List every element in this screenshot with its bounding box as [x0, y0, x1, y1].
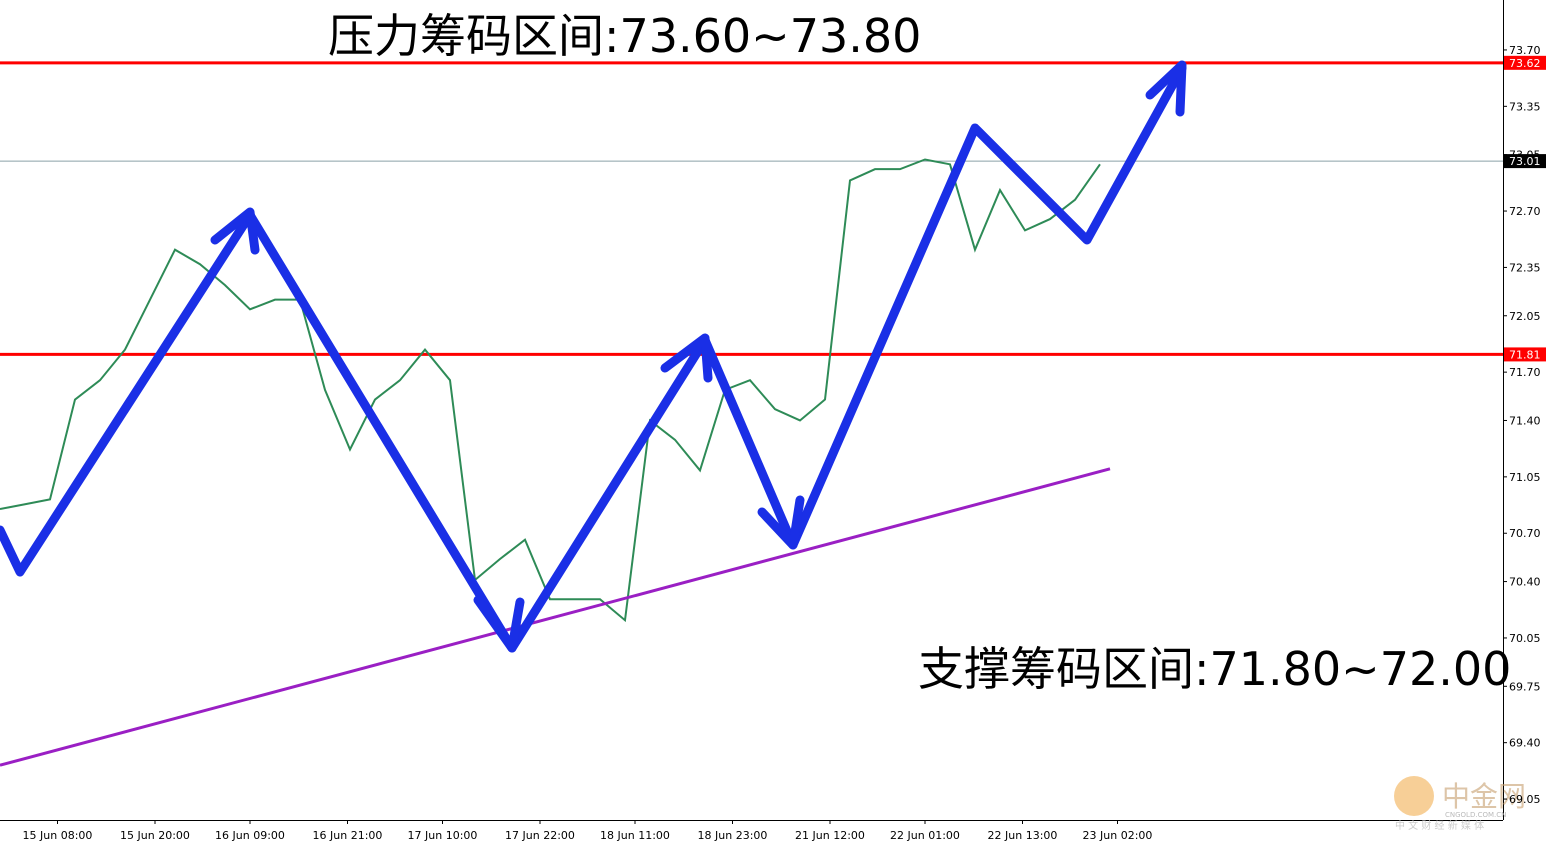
plot	[0, 61, 1503, 767]
level-label: 73.01	[1509, 155, 1541, 168]
arrow-path	[0, 63, 1187, 653]
y-tick-label: 72.35	[1509, 261, 1541, 274]
x-tick-label: 15 Jun 20:00	[120, 829, 190, 842]
x-tick-label: 18 Jun 23:00	[698, 829, 768, 842]
y-tick-label: 69.40	[1509, 737, 1541, 750]
resistance-annotation: 压力筹码区间:73.60~73.80	[328, 9, 921, 63]
level-label: 71.81	[1509, 348, 1541, 361]
price-line	[0, 158, 1101, 623]
watermark: 中 文 财 经 新 媒 体	[1395, 819, 1484, 832]
level-label: 73.62	[1509, 57, 1541, 70]
watermark: CNGOLD.COM.CN	[1445, 811, 1506, 819]
y-tick-label: 70.40	[1509, 576, 1541, 589]
x-tick-label: 22 Jun 13:00	[988, 829, 1058, 842]
arrow-head	[660, 333, 713, 383]
trend-arrows	[0, 60, 1187, 653]
y-tick-label: 71.70	[1509, 366, 1541, 379]
x-tick-label: 15 Jun 08:00	[23, 829, 93, 842]
arrow-head	[210, 207, 260, 255]
support-annotation: 支撑筹码区间:71.80~72.00	[918, 642, 1511, 696]
watermark-logo	[1394, 776, 1434, 816]
y-tick-label: 73.70	[1509, 44, 1541, 57]
arrow-head	[757, 495, 805, 550]
x-tick-label: 17 Jun 10:00	[408, 829, 478, 842]
x-tick-label: 21 Jun 12:00	[795, 829, 865, 842]
x-tick-label: 22 Jun 01:00	[890, 829, 960, 842]
x-tick-label: 16 Jun 09:00	[215, 829, 285, 842]
y-tick-label: 69.05	[1509, 793, 1541, 806]
watermark: 中金网	[1442, 780, 1526, 813]
y-tick-label: 71.40	[1509, 414, 1541, 427]
y-tick-label: 72.70	[1509, 205, 1541, 218]
y-tick-label: 70.70	[1509, 527, 1541, 540]
arrow-head	[1145, 60, 1187, 117]
y-tick-label: 72.05	[1509, 310, 1541, 323]
y-tick-label: 69.75	[1509, 680, 1541, 693]
x-tick-label: 16 Jun 21:00	[313, 829, 383, 842]
y-tick-label: 70.05	[1509, 632, 1541, 645]
y-tick-label: 73.35	[1509, 100, 1541, 113]
level-tag	[1504, 347, 1546, 362]
x-tick-label: 23 Jun 02:00	[1083, 829, 1153, 842]
y-tick-label: 71.05	[1509, 471, 1541, 484]
level-tag	[1504, 55, 1546, 70]
level-tag	[1504, 154, 1546, 169]
x-tick-label: 18 Jun 11:00	[600, 829, 670, 842]
x-tick-label: 17 Jun 22:00	[505, 829, 575, 842]
arrow-head	[473, 595, 525, 653]
price-line	[0, 467, 1111, 767]
